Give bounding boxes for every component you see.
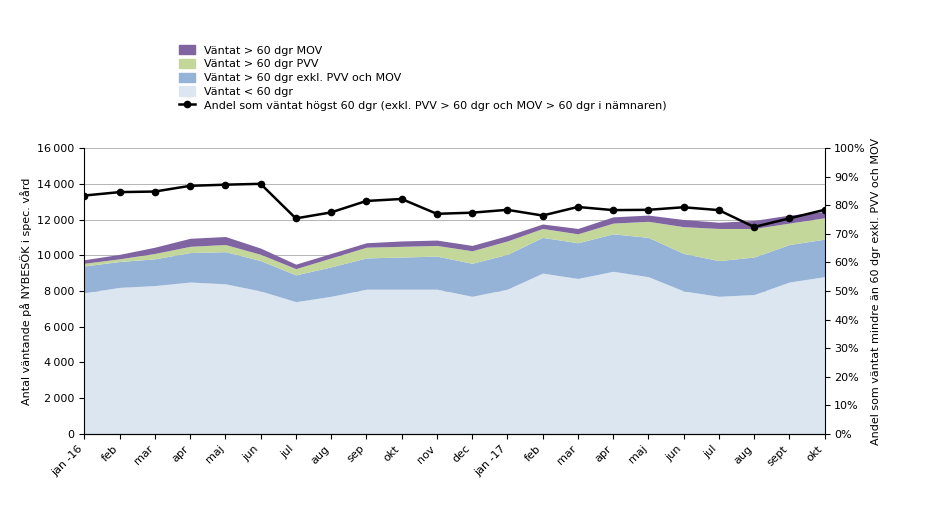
Y-axis label: Antal väntande på NYBESÖK i spec. vård: Antal väntande på NYBESÖK i spec. vård (20, 177, 32, 405)
Y-axis label: Andel som väntat mindre än 60 dgr exkl. PVV och MOV: Andel som väntat mindre än 60 dgr exkl. … (870, 138, 881, 444)
Legend: Väntat > 60 dgr MOV, Väntat > 60 dgr PVV, Väntat > 60 dgr exkl. PVV och MOV, Vän: Väntat > 60 dgr MOV, Väntat > 60 dgr PVV… (179, 45, 666, 111)
